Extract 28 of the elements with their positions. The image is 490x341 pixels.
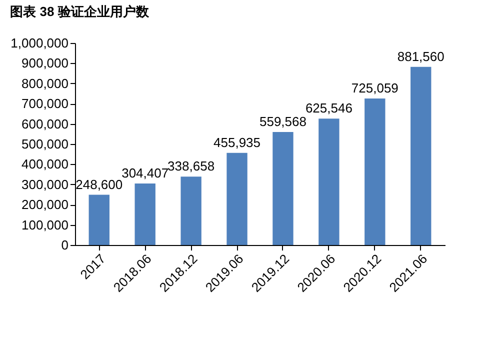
- y-tick-label: 200,000: [22, 197, 68, 212]
- bar: [180, 176, 202, 245]
- y-tick-label: 400,000: [22, 156, 68, 172]
- y-tick-label: 800,000: [22, 76, 68, 91]
- data-label: 338,658: [168, 158, 215, 174]
- data-label: 625,546: [305, 100, 352, 116]
- y-tick-label: 500,000: [22, 136, 68, 152]
- data-label: 304,407: [122, 166, 169, 181]
- data-label: 725,059: [351, 80, 398, 96]
- y-tick-label: 700,000: [22, 96, 68, 112]
- chart-title: 图表 38 验证企业用户数: [10, 4, 150, 19]
- bar: [364, 98, 386, 245]
- bar: [226, 152, 248, 245]
- y-tick-label: 900,000: [22, 56, 68, 71]
- bar: [88, 194, 110, 245]
- bar: [410, 66, 432, 245]
- data-label: 559,568: [259, 114, 306, 129]
- data-label: 248,600: [76, 176, 123, 192]
- y-tick-label: 1,000,000: [10, 36, 68, 50]
- data-label: 455,935: [214, 134, 261, 150]
- bar: [134, 184, 156, 245]
- bar: [272, 132, 294, 245]
- y-tick-label: 300,000: [22, 176, 68, 192]
- y-tick-label: 0: [61, 238, 68, 252]
- y-tick-label: 100,000: [22, 217, 68, 232]
- data-label: 881,560: [397, 48, 444, 64]
- bar: [318, 118, 340, 245]
- y-tick-label: 600,000: [22, 116, 68, 132]
